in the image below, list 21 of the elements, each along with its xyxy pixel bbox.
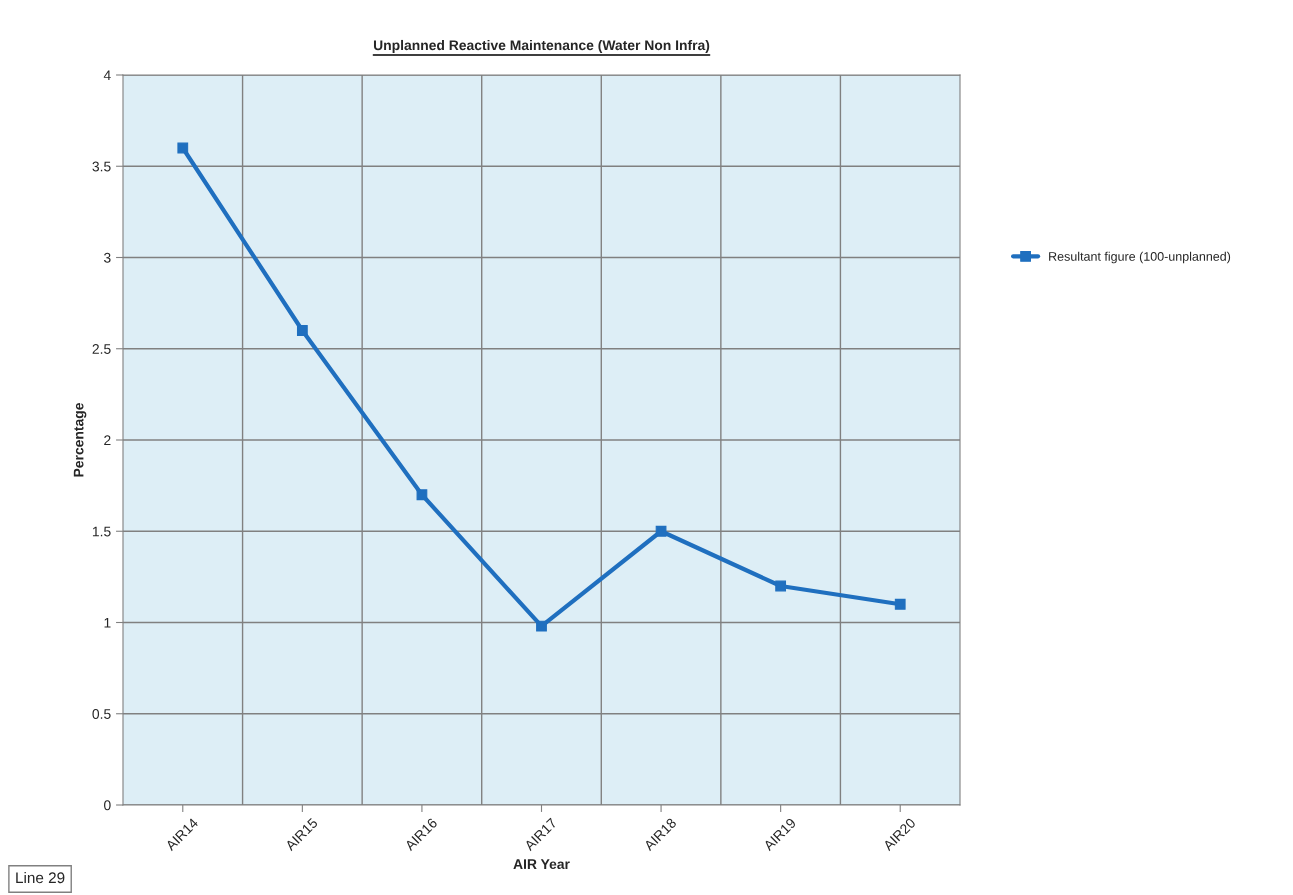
point	[536, 620, 547, 632]
text: Line 29	[16, 871, 65, 884]
point	[775, 580, 787, 592]
y-tick-label: 0.5	[92, 709, 111, 719]
y-tick-label: 1	[104, 617, 111, 628]
y-tick-label: 0	[104, 800, 111, 811]
x-axis-title: AIR Year	[513, 859, 570, 870]
y-tick-label: 2.5	[92, 344, 111, 354]
point	[416, 489, 428, 501]
y-tick-label: 3.5	[92, 161, 111, 172]
point	[177, 142, 189, 154]
y-tick-label: 3	[104, 252, 111, 263]
y-tick-label: 2	[104, 435, 111, 446]
point	[894, 598, 906, 610]
y-axis-title: Percentage	[73, 403, 87, 477]
y-tick-label: 1.5	[92, 526, 111, 537]
point	[655, 525, 667, 537]
legend-label: Resultant figure (100-unplanned)	[1049, 251, 1231, 264]
point	[296, 325, 308, 336]
chart-title: Unplanned Reactive Maintenance (Water Non Infra)	[373, 39, 710, 53]
y-tick-label: 4	[103, 70, 111, 81]
